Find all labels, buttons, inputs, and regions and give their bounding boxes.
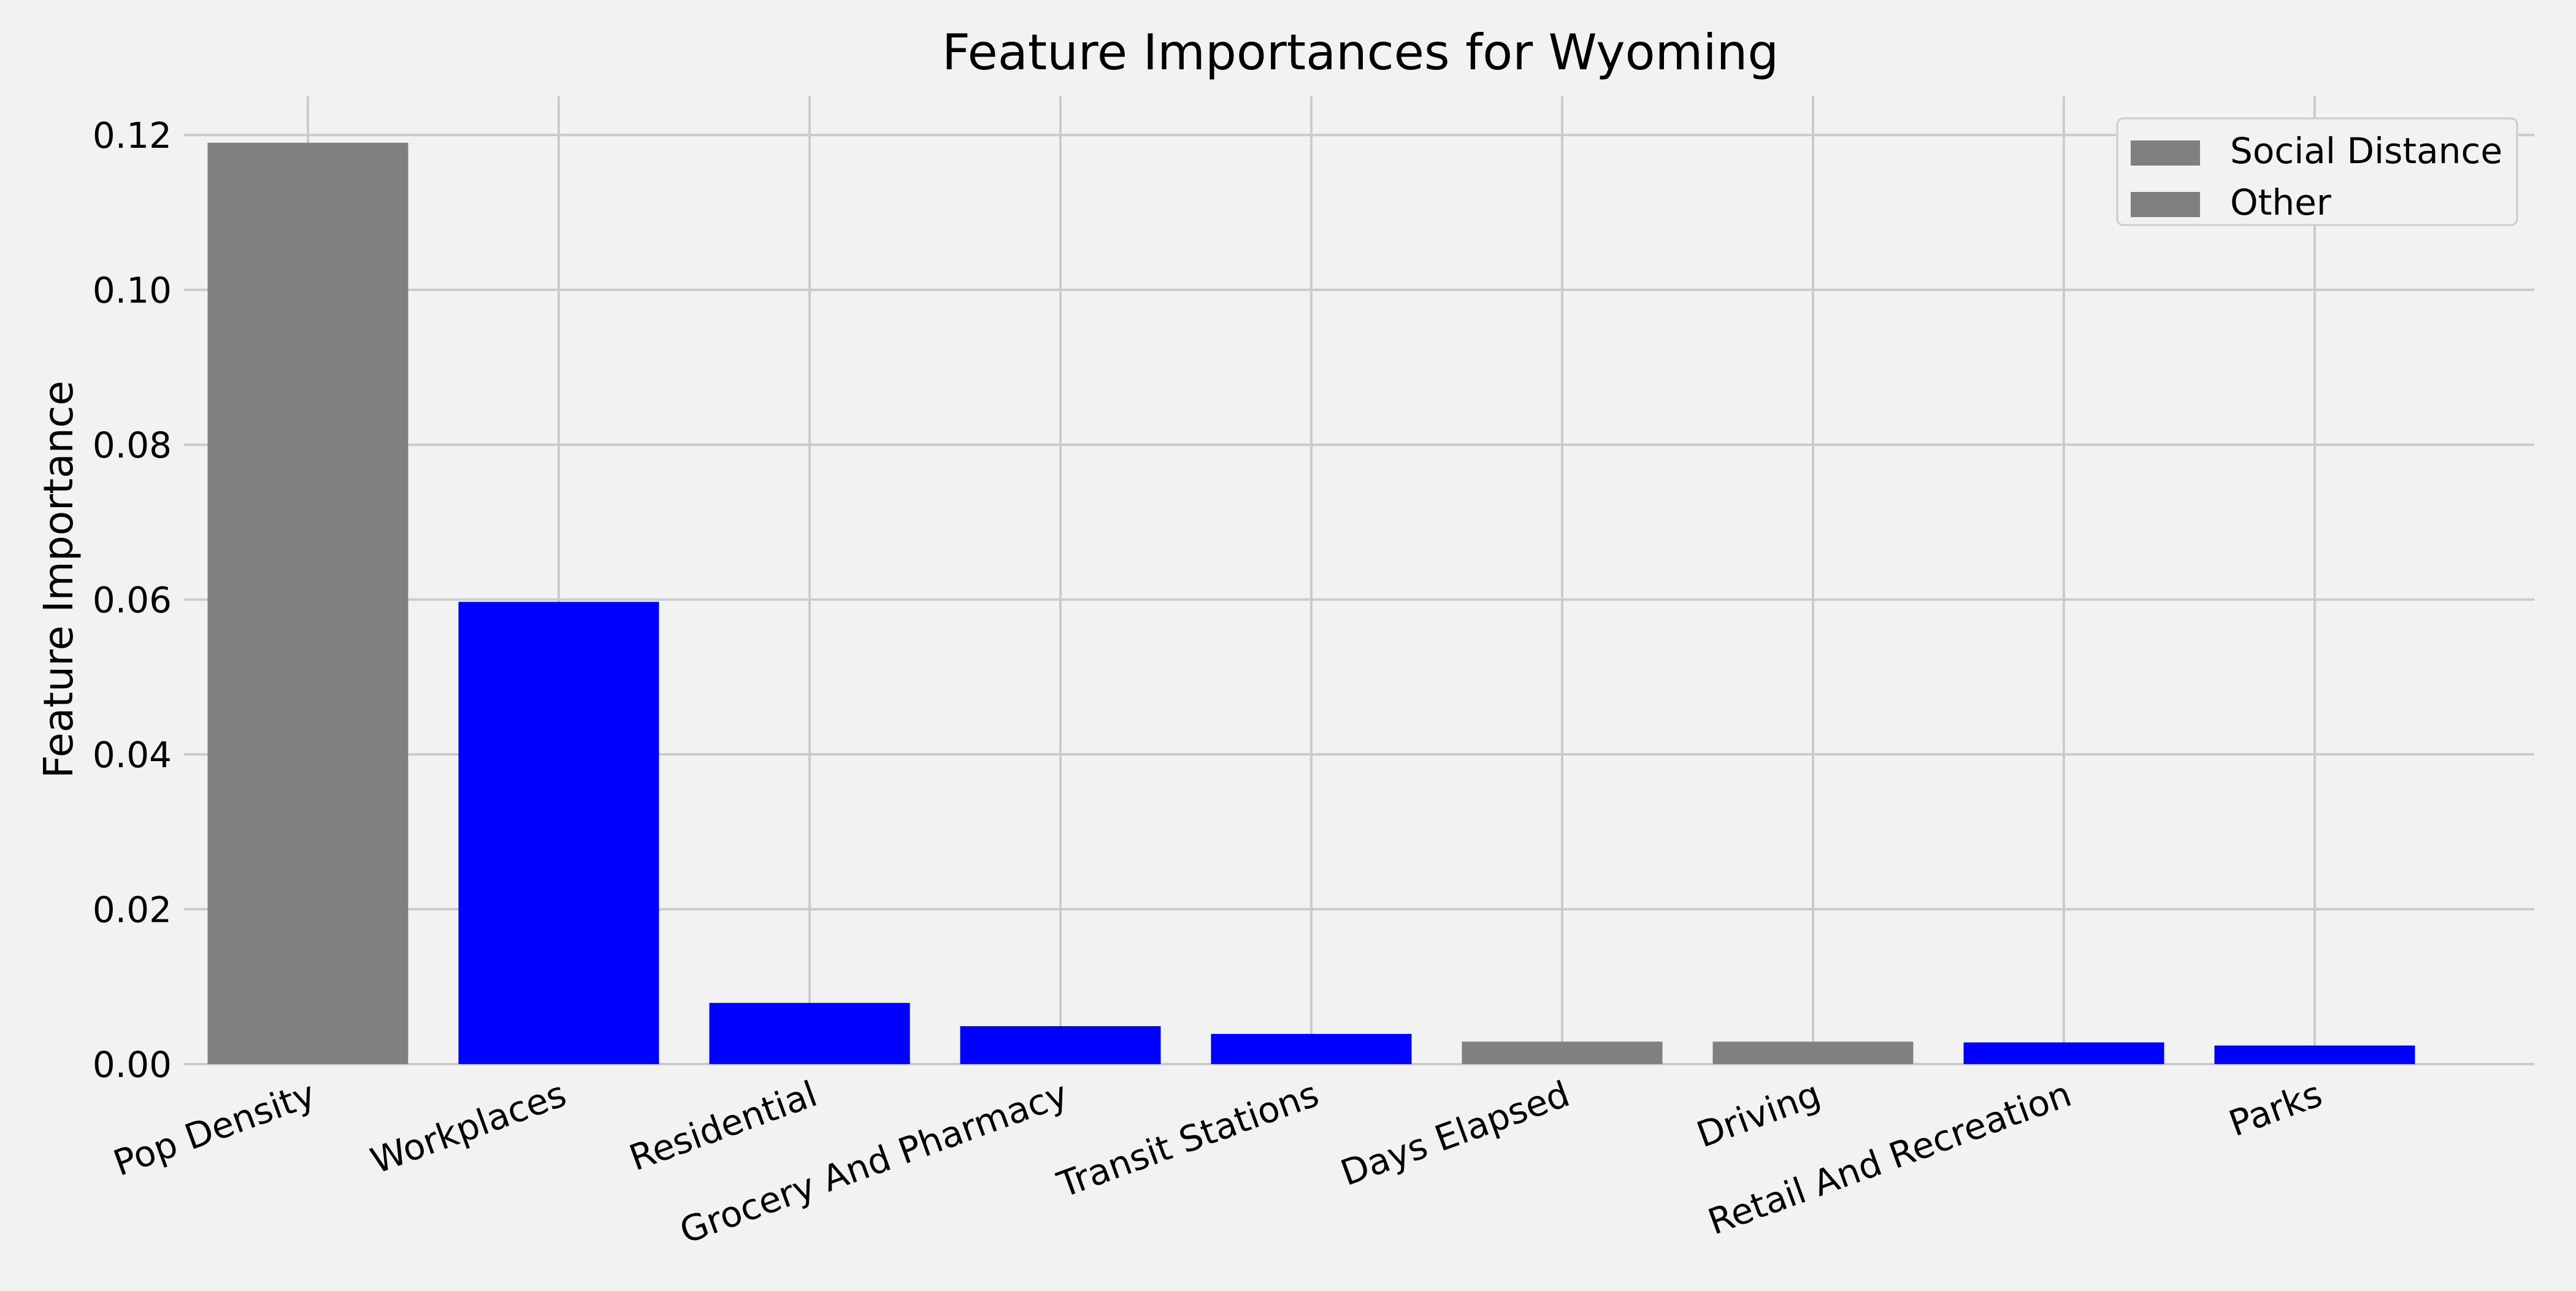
y-tick-label: 0.10	[93, 270, 172, 312]
bar	[1712, 1041, 1914, 1064]
y-tick-labels: 0.00 0.02 0.04 0.06 0.08 0.10 0.12	[93, 115, 172, 1086]
legend-box	[2116, 117, 2518, 226]
y-tick-label: 0.08	[93, 424, 172, 466]
chart-title: Feature Importances for Wyoming	[942, 24, 1779, 81]
legend-swatch	[2131, 140, 2200, 166]
bar	[1462, 1041, 1663, 1064]
legend: Social Distance Other	[2116, 117, 2518, 226]
bar	[2214, 1045, 2415, 1064]
legend-label: Social Distance	[2230, 130, 2502, 172]
legend-swatch	[2131, 192, 2200, 217]
y-tick-label: 0.12	[93, 115, 172, 156]
y-tick-label: 0.04	[93, 734, 172, 776]
bar	[1211, 1033, 1412, 1064]
y-tick-label: 0.06	[93, 580, 172, 621]
y-axis-label: Feature Importance	[35, 381, 82, 779]
legend-label: Other	[2230, 182, 2331, 223]
bars	[207, 142, 2415, 1064]
y-tick-label: 0.02	[93, 889, 172, 931]
bar	[709, 1003, 910, 1064]
y-tick-label: 0.00	[93, 1044, 172, 1086]
bar	[207, 142, 408, 1064]
bar	[458, 602, 659, 1064]
bar	[1963, 1042, 2164, 1064]
bar	[960, 1026, 1161, 1064]
